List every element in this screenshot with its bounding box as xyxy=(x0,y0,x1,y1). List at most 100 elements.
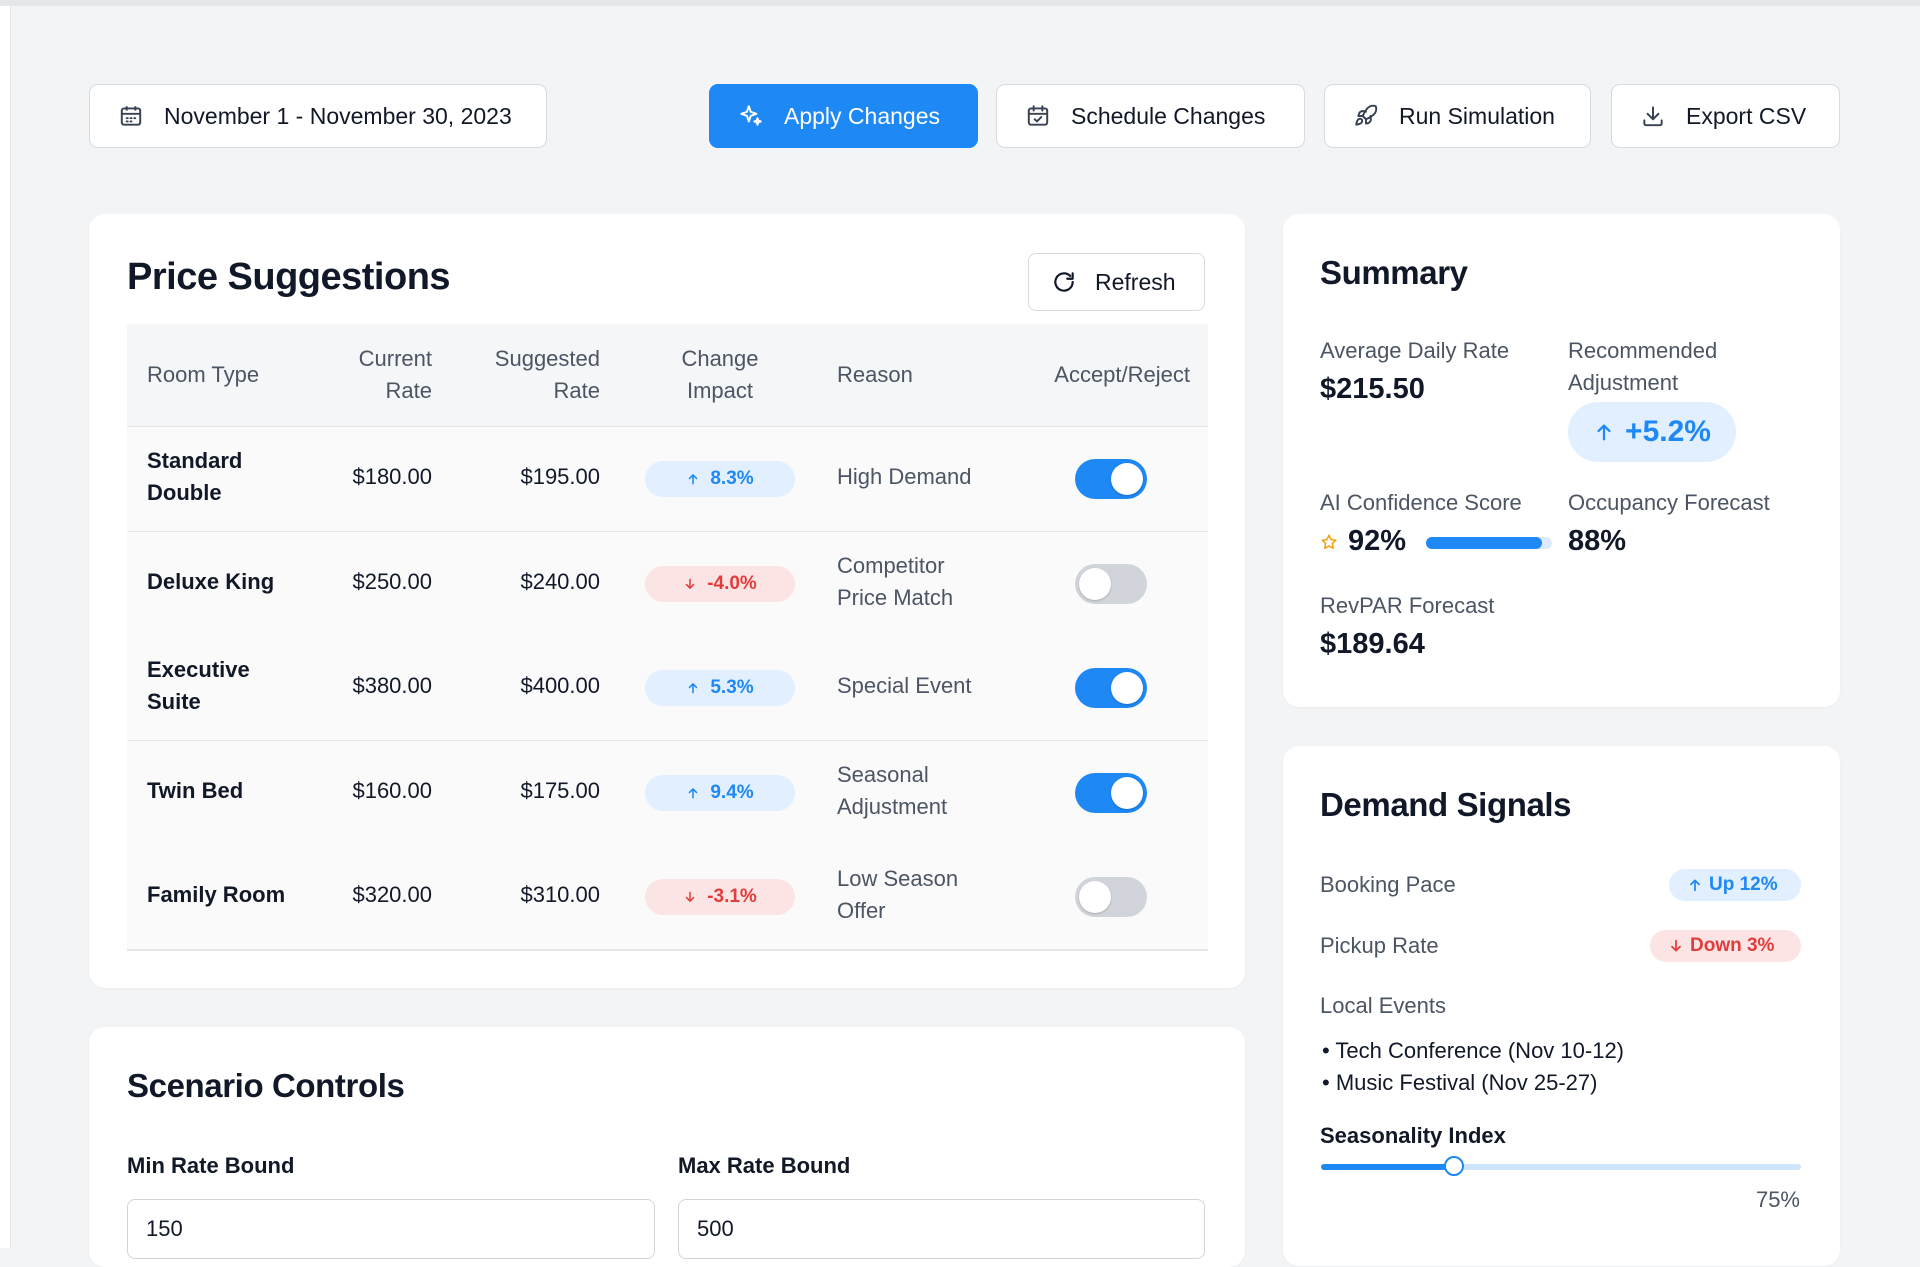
arrow-down-icon xyxy=(685,891,695,902)
apply-changes-label: Apply Changes xyxy=(784,102,940,129)
reason-cell: Seasonal Adjustment xyxy=(837,759,947,823)
accept-toggle[interactable] xyxy=(1075,668,1147,708)
reason-line: Special Event xyxy=(837,673,972,698)
sparkles-icon xyxy=(740,105,762,126)
booking-pace-value: Up 12% xyxy=(1709,874,1778,895)
refresh-label: Refresh xyxy=(1095,268,1176,295)
calendar-check-icon xyxy=(1027,105,1049,126)
current-rate-cell: $160.00 xyxy=(352,777,432,803)
scenario-controls-title: Scenario Controls xyxy=(127,1067,405,1104)
suggested-rate-cell: $240.00 xyxy=(520,568,600,594)
table-row: Executive Suite $380.00 $400.00 5.3% Special … xyxy=(127,636,1208,742)
change-impact-value: 9.4% xyxy=(710,781,754,803)
confidence-label: AI Confidence Score xyxy=(1320,490,1522,515)
accept-toggle[interactable] xyxy=(1075,459,1147,499)
recommended-adjustment-value: +5.2% xyxy=(1625,415,1711,448)
top-border xyxy=(0,0,1920,6)
download-icon xyxy=(1643,106,1663,127)
occupancy-label: Occupancy Forecast xyxy=(1568,490,1770,515)
change-impact-badge: 5.3% xyxy=(645,670,795,706)
revpar-value: $189.64 xyxy=(1320,628,1425,660)
date-range-picker[interactable]: November 1 - November 30, 2023 xyxy=(89,84,547,148)
arrow-up-icon xyxy=(689,787,698,798)
header-change-impact-line1: Change xyxy=(681,346,759,371)
rocket-icon xyxy=(1355,104,1378,126)
current-rate-cell: $180.00 xyxy=(352,464,432,489)
schedule-changes-button[interactable]: Schedule Changes xyxy=(996,84,1305,148)
confidence-bar-fill xyxy=(1426,537,1542,549)
pickup-rate-label: Pickup Rate xyxy=(1320,933,1439,958)
change-impact-value: -3.1% xyxy=(707,886,757,907)
room-line: Double xyxy=(147,480,222,505)
export-csv-label: Export CSV xyxy=(1686,102,1807,129)
suggested-rate-cell: $195.00 xyxy=(520,464,600,489)
room-line: Deluxe King xyxy=(147,568,275,594)
change-impact-value: 5.3% xyxy=(710,677,754,698)
pickup-rate-value: Down 3% xyxy=(1690,935,1775,956)
toggle-knob xyxy=(1079,881,1111,913)
adr-value: $215.50 xyxy=(1320,373,1425,405)
local-event-text: Tech Conference (Nov 10-12) xyxy=(1335,1038,1625,1063)
reason-line: Offer xyxy=(837,898,886,923)
seasonality-slider[interactable] xyxy=(1321,1156,1801,1176)
header-current-rate-line1: Current xyxy=(358,346,432,371)
occupancy-value: 88% xyxy=(1568,525,1627,557)
table-row: Deluxe King $250.00 $240.00 -4.0% Competitor… xyxy=(127,531,1208,638)
confidence-bar xyxy=(1426,537,1552,549)
demand-signals-title: Demand Signals xyxy=(1320,786,1572,823)
demand-signals-card xyxy=(1283,746,1840,1266)
seasonality-slider-thumb[interactable] xyxy=(1444,1156,1465,1176)
revpar-label: RevPAR Forecast xyxy=(1320,593,1495,618)
toggle-knob xyxy=(1079,567,1111,600)
room-line: Executive xyxy=(147,657,250,682)
arrow-up-icon xyxy=(689,474,698,485)
room-line: Suite xyxy=(147,689,201,714)
accept-toggle[interactable] xyxy=(1075,772,1147,813)
reason-line: Adjustment xyxy=(837,793,948,819)
local-events-label: Local Events xyxy=(1320,993,1446,1018)
local-event-item: • Tech Conference (Nov 10-12) xyxy=(1322,1038,1625,1063)
reason-line: Competitor xyxy=(837,552,945,578)
seasonality-value: 75% xyxy=(1755,1187,1800,1212)
table-row: Standard Double $180.00 $195.00 8.3% High Dem… xyxy=(127,427,1208,533)
date-range-label: November 1 - November 30, 2023 xyxy=(164,102,512,129)
reason-line: High Demand xyxy=(837,464,972,489)
room-type-cell: Deluxe King xyxy=(147,566,274,598)
arrow-up-icon xyxy=(689,683,698,694)
header-current-rate: Current Rate xyxy=(359,343,432,407)
seasonality-slider-fill xyxy=(1321,1164,1455,1170)
table-row: Family Room $320.00 $310.00 -3.1% Low Season… xyxy=(127,845,1208,951)
suggested-rate-cell: $175.00 xyxy=(520,777,600,803)
reason-cell: Low Season Offer xyxy=(837,863,958,927)
confidence-value: 92% xyxy=(1348,525,1407,557)
toggle-knob xyxy=(1111,463,1143,495)
accept-toggle[interactable] xyxy=(1075,563,1147,604)
room-type-cell: Family Room xyxy=(147,879,285,911)
export-csv-button[interactable]: Export CSV xyxy=(1611,84,1840,148)
suggested-rate-cell: $400.00 xyxy=(520,673,600,698)
min-rate-label: Min Rate Bound xyxy=(127,1153,295,1178)
reason-line: Seasonal xyxy=(837,761,929,787)
reason-cell: Competitor Price Match xyxy=(837,550,953,614)
refresh-icon xyxy=(1054,272,1074,292)
room-line: Standard xyxy=(147,448,243,473)
max-rate-input[interactable]: 500 xyxy=(678,1199,1205,1259)
recommended-adjustment-label-line2: Adjustment xyxy=(1568,370,1679,395)
current-rate-cell: $380.00 xyxy=(352,673,432,698)
left-border xyxy=(0,6,11,1248)
current-rate-cell: $320.00 xyxy=(352,882,432,907)
run-simulation-label: Run Simulation xyxy=(1399,102,1555,129)
change-impact-badge: 8.3% xyxy=(645,461,795,497)
min-rate-input[interactable]: 150 xyxy=(127,1199,655,1259)
apply-changes-button[interactable]: Apply Changes xyxy=(709,84,978,148)
header-suggested-rate: Suggested Rate xyxy=(495,343,600,407)
refresh-button[interactable]: Refresh xyxy=(1028,253,1205,311)
adr-label: Average Daily Rate xyxy=(1320,338,1510,363)
toggle-knob xyxy=(1111,776,1143,809)
recommended-adjustment-badge: +5.2% xyxy=(1568,402,1736,462)
accept-toggle[interactable] xyxy=(1075,877,1147,917)
max-rate-label: Max Rate Bound xyxy=(678,1153,851,1178)
run-simulation-button[interactable]: Run Simulation xyxy=(1324,84,1591,148)
header-current-rate-line2: Rate xyxy=(385,378,432,403)
change-impact-badge: -4.0% xyxy=(645,565,795,602)
